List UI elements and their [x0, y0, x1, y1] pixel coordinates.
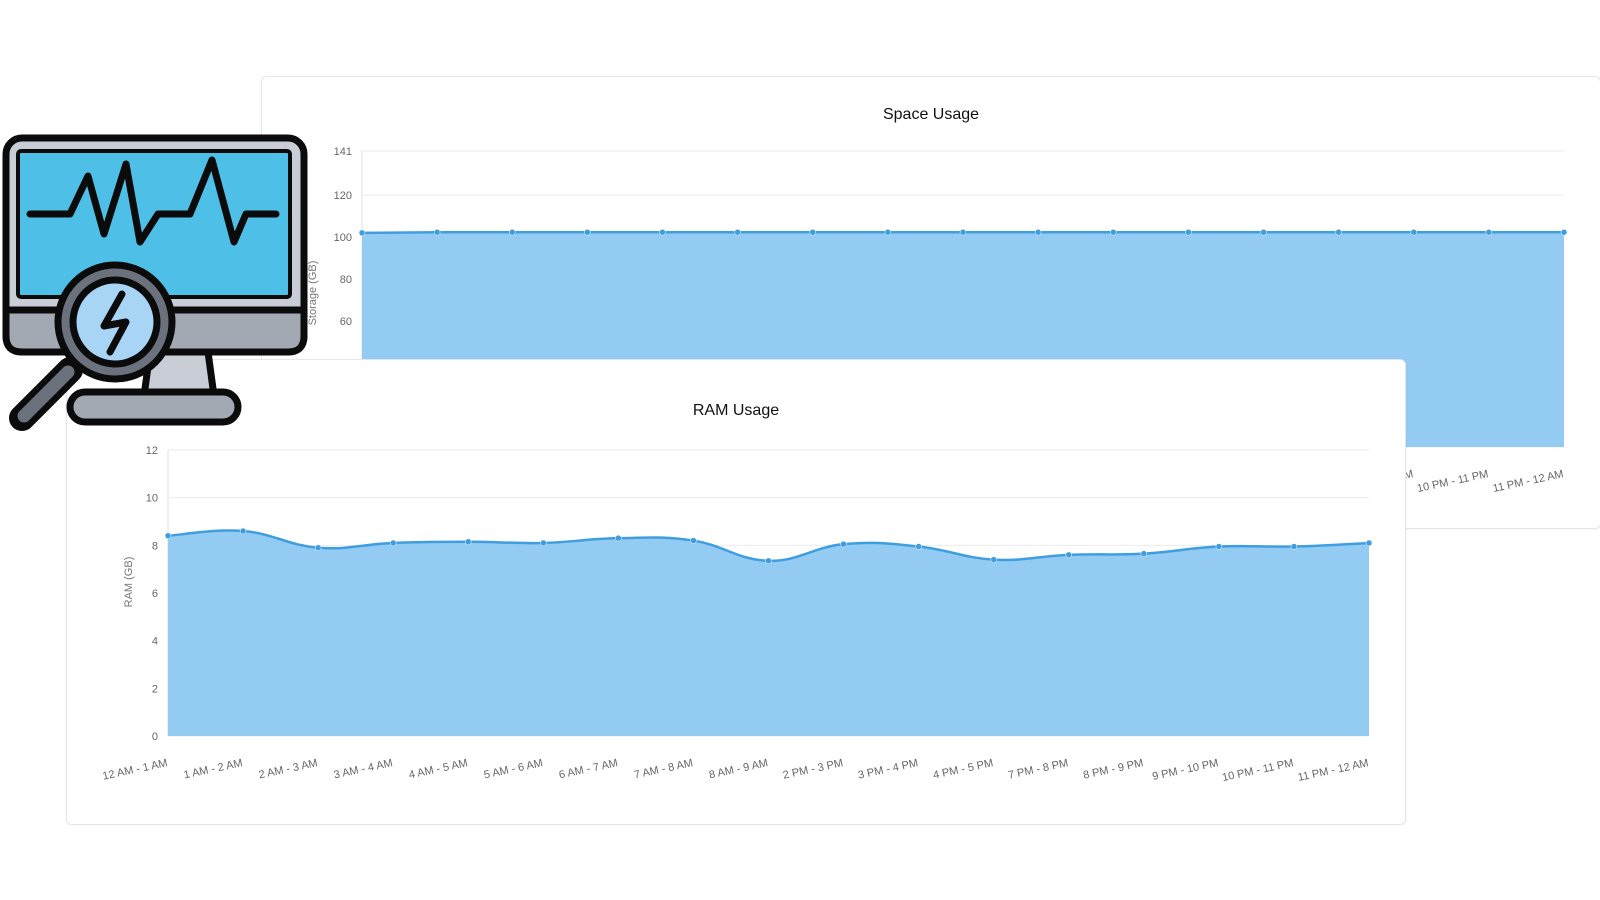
ram-y-tick-label: 2	[152, 683, 158, 695]
ram-x-tick-label: 8 PM - 9 PM	[1082, 757, 1144, 781]
space-data-point	[959, 228, 967, 236]
monitor-performance-icon	[2, 134, 308, 431]
ram-x-tick-label: 11 PM - 12 AM	[1297, 757, 1370, 784]
space-data-point	[734, 228, 741, 236]
ram-x-tick-label: 3 AM - 4 AM	[333, 757, 394, 781]
ram-data-point	[1065, 551, 1072, 559]
space-data-point	[1110, 228, 1117, 236]
ram-data-point	[915, 543, 922, 550]
ram-x-tick-label: 2 PM - 3 PM	[782, 757, 844, 781]
ram-x-tick-label: 10 PM - 11 PM	[1221, 757, 1294, 784]
ram-x-tick-label: 4 PM - 5 PM	[932, 757, 994, 781]
space-x-tick-label: 11 PM - 12 AM	[1492, 468, 1565, 495]
magnifier-icon	[9, 261, 176, 431]
ram-y-tick-label: 6	[152, 588, 158, 600]
ram-y-tick-label: 12	[146, 445, 158, 457]
ram-data-point	[1140, 550, 1148, 557]
space-data-point	[1185, 228, 1192, 236]
space-data-point	[584, 228, 591, 236]
ram-y-tick-label: 4	[152, 636, 158, 648]
ram-x-tick-label: 1 AM - 2 AM	[183, 757, 244, 781]
ram-area-fill	[168, 530, 1369, 736]
ram-data-point	[615, 534, 622, 542]
space-y-tick-label: 100	[334, 232, 352, 244]
space-y-tick-label: 60	[340, 316, 352, 328]
lightning-bolt-icon	[100, 290, 130, 356]
ram-data-point	[1215, 543, 1223, 550]
ram-usage-card: RAM Usage RAM (GB) 0 2 4 6 8 10 12 12 AM - 1 A…	[66, 359, 1406, 825]
space-data-point	[884, 228, 892, 236]
ram-x-tick-label: 7 AM - 8 AM	[633, 757, 694, 781]
heartbeat-line-icon	[26, 156, 280, 246]
space-data-point	[809, 228, 816, 236]
space-data-point	[1485, 228, 1493, 236]
ram-data-point	[314, 544, 322, 551]
ram-x-tick-label: 9 PM - 10 PM	[1151, 757, 1219, 783]
ram-y-axis-label: RAM (GB)	[123, 557, 135, 608]
ram-data-point	[840, 540, 847, 548]
space-y-tick-label: 141	[334, 146, 352, 158]
ram-x-tick-label: 6 AM - 7 AM	[558, 757, 619, 781]
ram-y-tick-label: 8	[152, 540, 158, 552]
space-data-point	[1260, 228, 1267, 236]
space-y-axis-label: Storage (GB)	[307, 261, 319, 326]
space-data-point	[509, 228, 516, 236]
ram-x-tick-label: 8 AM - 9 AM	[708, 757, 769, 781]
ram-y-tick-label: 0	[152, 731, 158, 743]
ram-x-tick-label: 12 AM - 1 AM	[102, 757, 169, 782]
space-y-tick-label: 80	[340, 274, 352, 286]
ram-data-point	[465, 538, 472, 546]
space-data-point	[1560, 228, 1568, 236]
ram-data-point	[389, 539, 397, 547]
space-chart-title: Space Usage	[883, 106, 979, 123]
ram-data-point	[690, 537, 697, 544]
space-data-point	[1335, 228, 1342, 236]
ram-y-tick-label: 10	[146, 493, 158, 505]
ram-usage-chart: RAM Usage RAM (GB) 0 2 4 6 8 10 12 12 AM - 1 A…	[102, 402, 1373, 784]
ram-data-point	[990, 556, 997, 563]
ram-chart-title: RAM Usage	[693, 402, 779, 419]
ram-data-point	[164, 532, 172, 540]
ram-data-point	[1290, 543, 1298, 550]
space-data-point	[433, 228, 441, 236]
space-y-tick-label: 120	[334, 190, 352, 202]
space-data-point	[1410, 228, 1417, 236]
ram-data-point	[1365, 539, 1373, 547]
space-x-tick-label: 10 PM - 11 PM	[1416, 468, 1489, 495]
ram-x-tick-label: 5 AM - 6 AM	[483, 757, 544, 781]
ram-x-tick-label: 3 PM - 4 PM	[857, 757, 919, 781]
ram-x-tick-label: 2 AM - 3 AM	[258, 757, 319, 781]
space-data-point	[358, 229, 366, 237]
space-data-point	[659, 228, 666, 236]
monitor-base	[66, 388, 242, 426]
ram-data-point	[239, 527, 247, 535]
space-data-point	[1034, 228, 1042, 236]
ram-data-point	[765, 557, 772, 565]
ram-x-tick-label: 7 PM - 8 PM	[1007, 757, 1069, 781]
ram-data-point	[540, 539, 547, 547]
ram-x-tick-label: 4 AM - 5 AM	[408, 757, 469, 781]
